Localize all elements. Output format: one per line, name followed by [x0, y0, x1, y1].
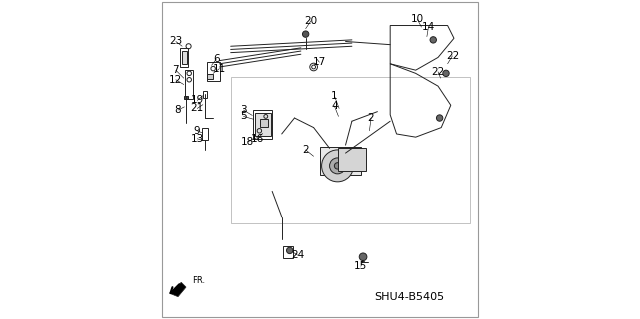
Bar: [260, 119, 268, 127]
Text: 2: 2: [302, 145, 309, 155]
Circle shape: [436, 115, 443, 121]
Text: 7: 7: [173, 65, 179, 75]
Bar: [182, 51, 188, 64]
Circle shape: [334, 163, 340, 169]
Text: 13: 13: [191, 134, 204, 144]
Text: 22: 22: [445, 51, 459, 61]
Text: 20: 20: [305, 16, 317, 26]
Bar: [337, 148, 366, 172]
Bar: [207, 74, 213, 79]
Text: SHU4-B5405: SHU4-B5405: [374, 292, 444, 302]
Bar: [255, 113, 271, 136]
Text: 10: 10: [411, 14, 424, 24]
Text: 21: 21: [191, 103, 204, 114]
Text: 8: 8: [175, 105, 181, 115]
Text: 1: 1: [331, 91, 338, 101]
Bar: [284, 246, 293, 258]
Text: 6: 6: [213, 54, 220, 64]
Bar: [320, 147, 362, 175]
Bar: [184, 96, 188, 99]
Circle shape: [303, 31, 309, 37]
Text: 22: 22: [431, 67, 445, 77]
Text: 17: 17: [313, 57, 326, 67]
Circle shape: [359, 253, 367, 261]
Text: FR.: FR.: [193, 276, 205, 285]
Bar: [207, 62, 220, 81]
Text: 15: 15: [354, 261, 367, 271]
Bar: [202, 128, 208, 140]
Circle shape: [287, 247, 293, 254]
Text: 4: 4: [331, 101, 338, 111]
Polygon shape: [170, 282, 186, 297]
Text: 5: 5: [240, 111, 247, 122]
Circle shape: [443, 70, 449, 77]
Bar: [204, 91, 207, 98]
Text: 2: 2: [368, 113, 374, 123]
Circle shape: [330, 158, 346, 174]
Text: 18: 18: [241, 137, 254, 147]
Text: 11: 11: [213, 63, 226, 74]
Text: 24: 24: [291, 250, 304, 260]
Text: 14: 14: [422, 22, 435, 32]
Text: 16: 16: [251, 134, 264, 144]
Text: 19: 19: [191, 95, 204, 106]
Circle shape: [430, 37, 436, 43]
Circle shape: [321, 150, 353, 182]
Bar: [180, 48, 188, 67]
Text: 23: 23: [169, 36, 182, 47]
Text: 9: 9: [194, 126, 200, 136]
Text: 12: 12: [169, 75, 182, 85]
Text: 3: 3: [240, 105, 247, 115]
Bar: [185, 70, 193, 99]
Bar: [253, 110, 272, 139]
